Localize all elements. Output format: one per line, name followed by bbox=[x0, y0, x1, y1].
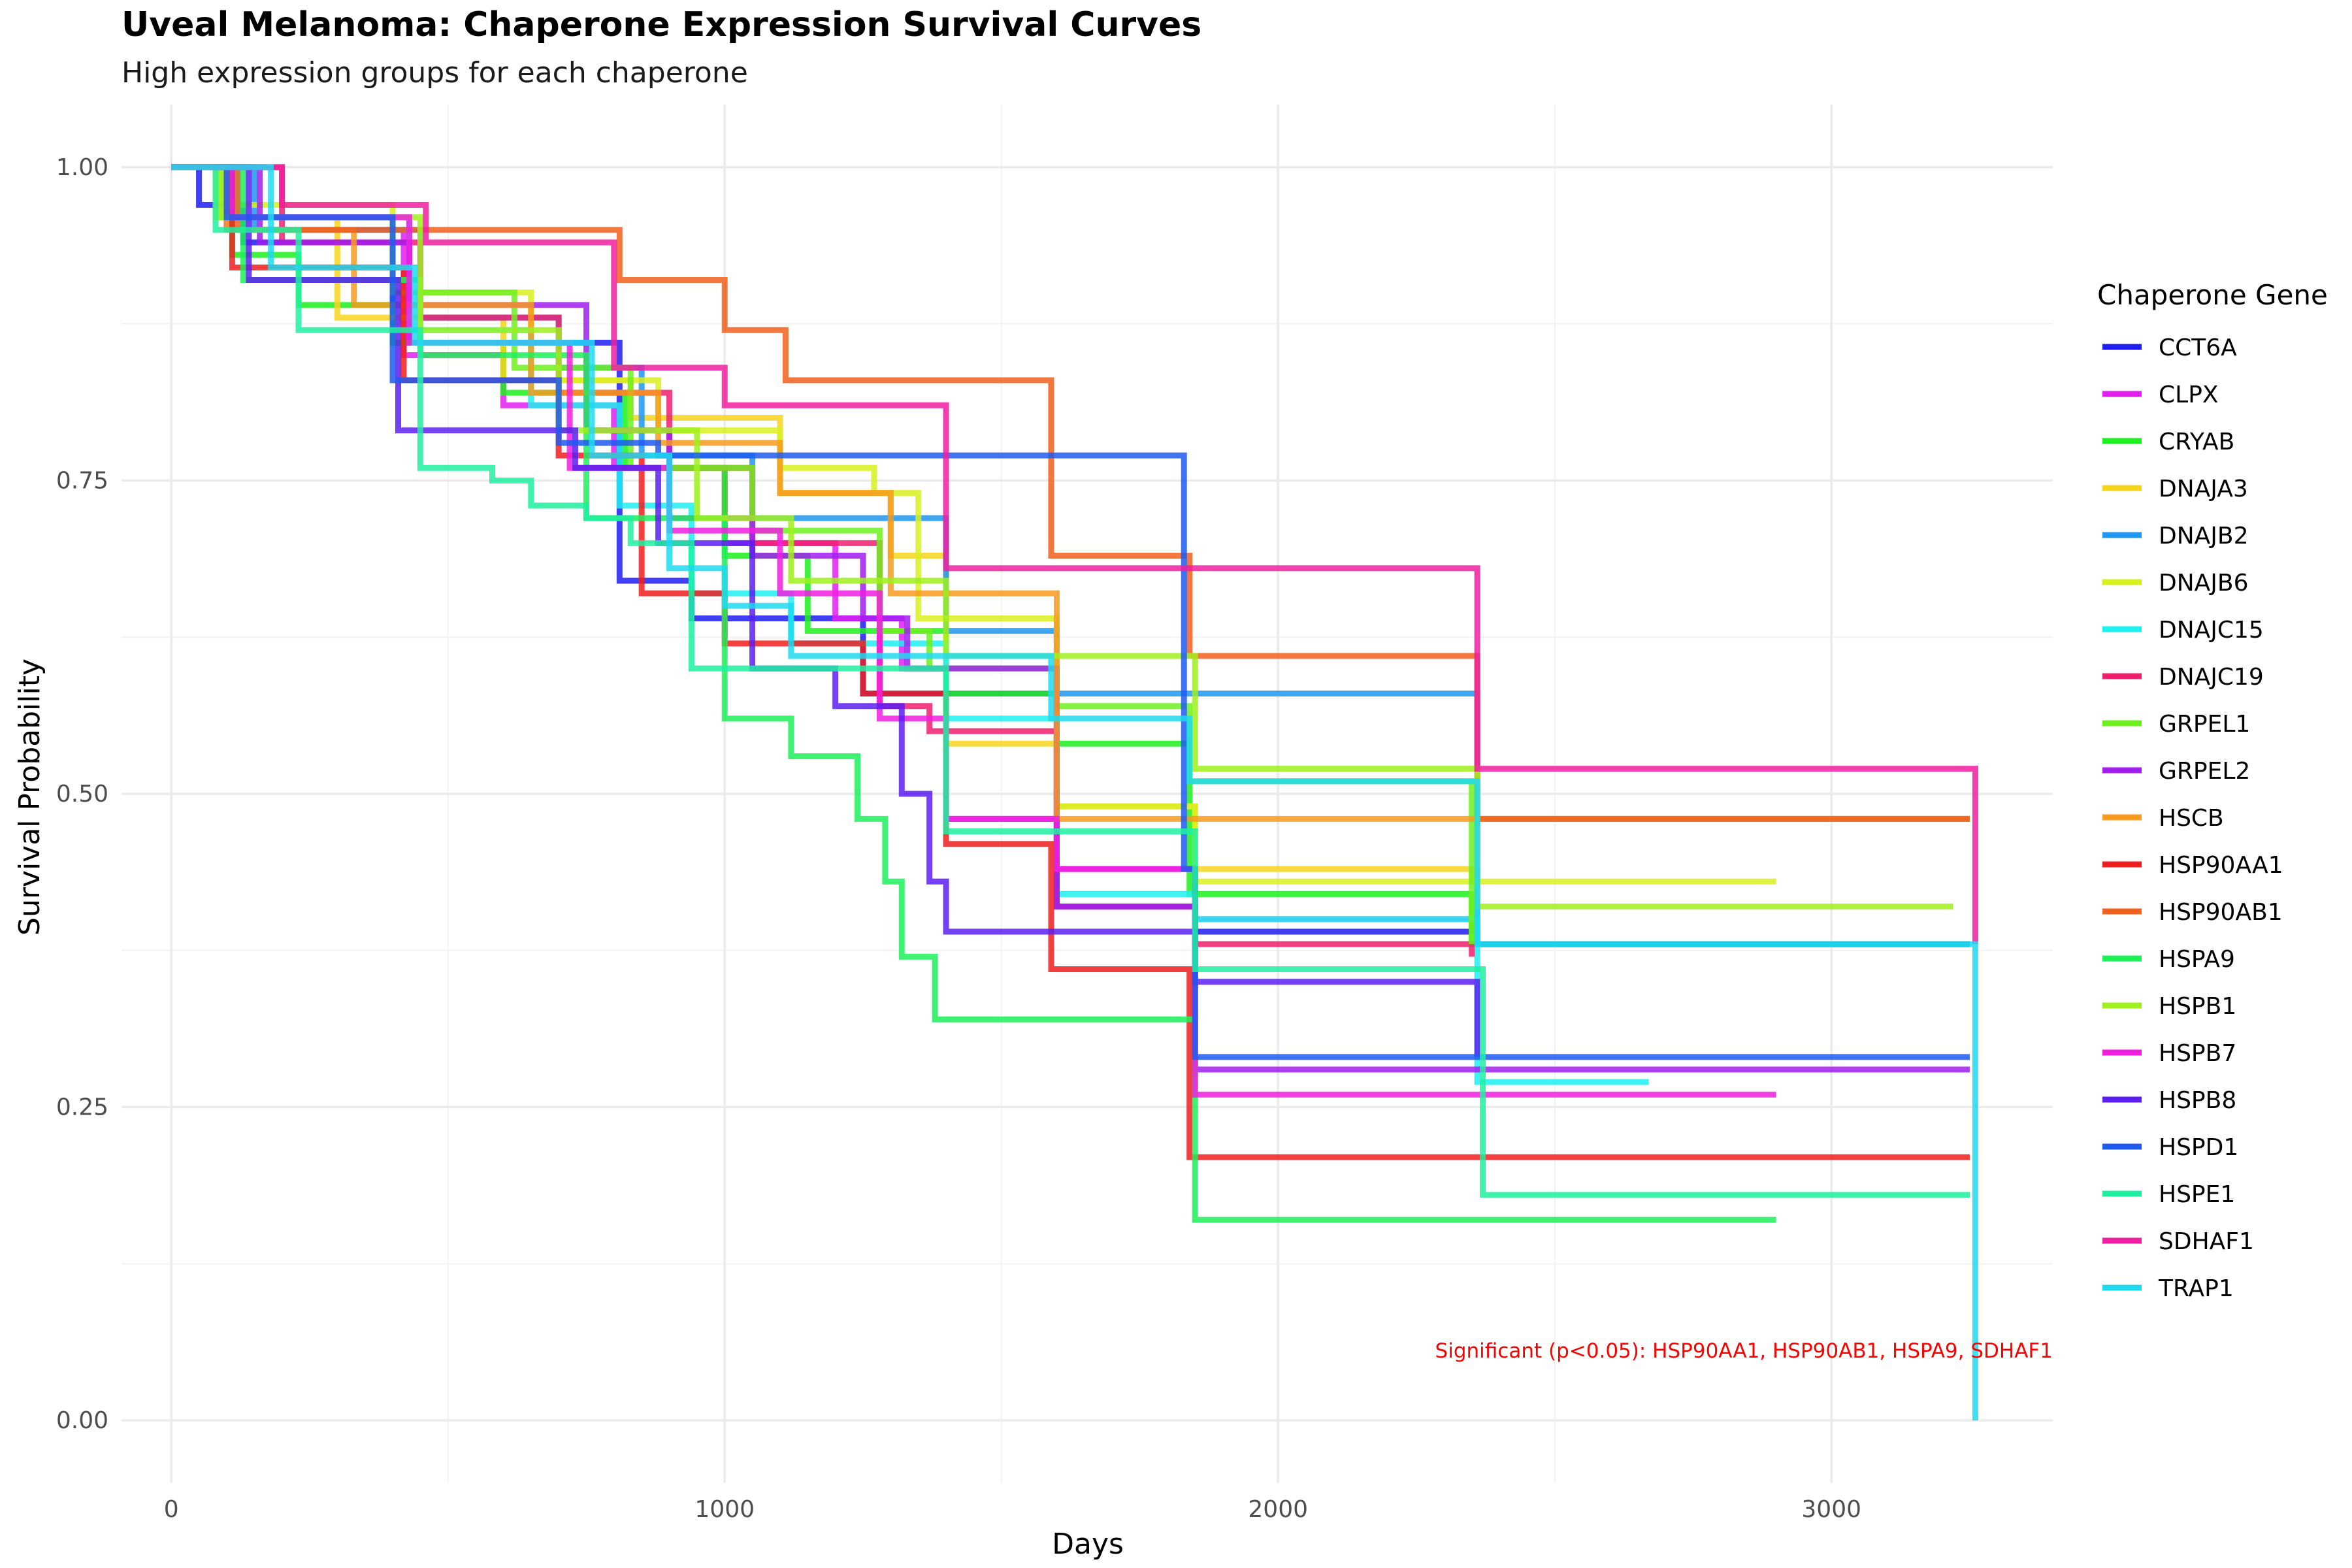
curve-hspb8 bbox=[171, 164, 1480, 1057]
chart-subtitle: High expression groups for each chaperon… bbox=[122, 56, 748, 90]
legend-label-hsp90ab1: HSP90AB1 bbox=[2159, 899, 2283, 926]
grid bbox=[122, 105, 2053, 1483]
x-axis-title: Days bbox=[1052, 1527, 1124, 1561]
legend-label-hspb7: HSPB7 bbox=[2159, 1040, 2236, 1067]
legend-label-grpel2: GRPEL2 bbox=[2159, 758, 2250, 785]
legend-label-hspa9: HSPA9 bbox=[2159, 946, 2235, 973]
legend-title: Chaperone Gene bbox=[2097, 279, 2328, 311]
curve-hspb7 bbox=[171, 164, 1776, 1098]
legend-label-cryab: CRYAB bbox=[2159, 429, 2234, 455]
y-tick-label: 0.50 bbox=[56, 781, 108, 808]
curve-dnajc19 bbox=[171, 164, 1475, 957]
legend: Chaperone Gene CCT6A CLPX CRYAB DNAJA3 DNAJB… bbox=[2097, 279, 2328, 1302]
x-axis-ticks: 0 1000 2000 3000 bbox=[164, 1496, 1861, 1523]
legend-label-cct6a: CCT6A bbox=[2159, 335, 2237, 361]
legend-label-hscb: HSCB bbox=[2159, 805, 2224, 832]
legend-label-dnajc15: DNAJC15 bbox=[2159, 617, 2264, 644]
legend-label-hspb1: HSPB1 bbox=[2159, 993, 2236, 1020]
legend-label-dnajb6: DNAJB6 bbox=[2159, 570, 2249, 596]
y-axis-ticks: 0.00 0.25 0.50 0.75 1.00 bbox=[56, 154, 108, 1434]
curve-trap1 bbox=[171, 164, 1978, 1421]
curve-hspe1 bbox=[171, 164, 1970, 1198]
significance-annotation: Significant (p<0.05): HSP90AA1, HSP90AB1… bbox=[1435, 1339, 2053, 1363]
curve-dnaja3 bbox=[171, 164, 1475, 882]
legend-label-dnajc19: DNAJC19 bbox=[2159, 664, 2264, 691]
legend-label-grpel1: GRPEL1 bbox=[2159, 711, 2250, 738]
legend-label-dnajb2: DNAJB2 bbox=[2159, 523, 2249, 549]
legend-label-trap1: TRAP1 bbox=[2158, 1275, 2234, 1302]
curve-hsp90ab1 bbox=[171, 164, 1970, 822]
curve-hspd1 bbox=[171, 164, 1970, 1060]
chart-title: Uveal Melanoma: Chaperone Expression Sur… bbox=[122, 5, 1202, 44]
legend-label-dnaja3: DNAJA3 bbox=[2159, 476, 2248, 502]
y-tick-label: 0.00 bbox=[56, 1407, 108, 1434]
x-tick-label: 3000 bbox=[1801, 1496, 1861, 1523]
legend-label-sdhaf1: SDHAF1 bbox=[2159, 1228, 2254, 1255]
legend-label-hspe1: HSPE1 bbox=[2159, 1181, 2235, 1208]
legend-label-hspd1: HSPD1 bbox=[2159, 1134, 2238, 1161]
y-tick-label: 0.25 bbox=[56, 1094, 108, 1121]
curve-hspb1 bbox=[171, 164, 1953, 910]
legend-label-hspb8: HSPB8 bbox=[2159, 1087, 2236, 1114]
legend-label-hsp90aa1: HSP90AA1 bbox=[2159, 852, 2283, 879]
survival-curves bbox=[171, 164, 1978, 1421]
x-tick-label: 0 bbox=[164, 1496, 179, 1523]
y-axis-title: Survival Probability bbox=[13, 659, 46, 936]
y-tick-label: 0.75 bbox=[56, 467, 108, 494]
curve-sdhaf1 bbox=[171, 164, 1978, 945]
legend-label-clpx: CLPX bbox=[2159, 382, 2219, 408]
y-tick-label: 1.00 bbox=[56, 154, 108, 181]
x-tick-label: 1000 bbox=[694, 1496, 755, 1523]
x-tick-label: 2000 bbox=[1248, 1496, 1308, 1523]
